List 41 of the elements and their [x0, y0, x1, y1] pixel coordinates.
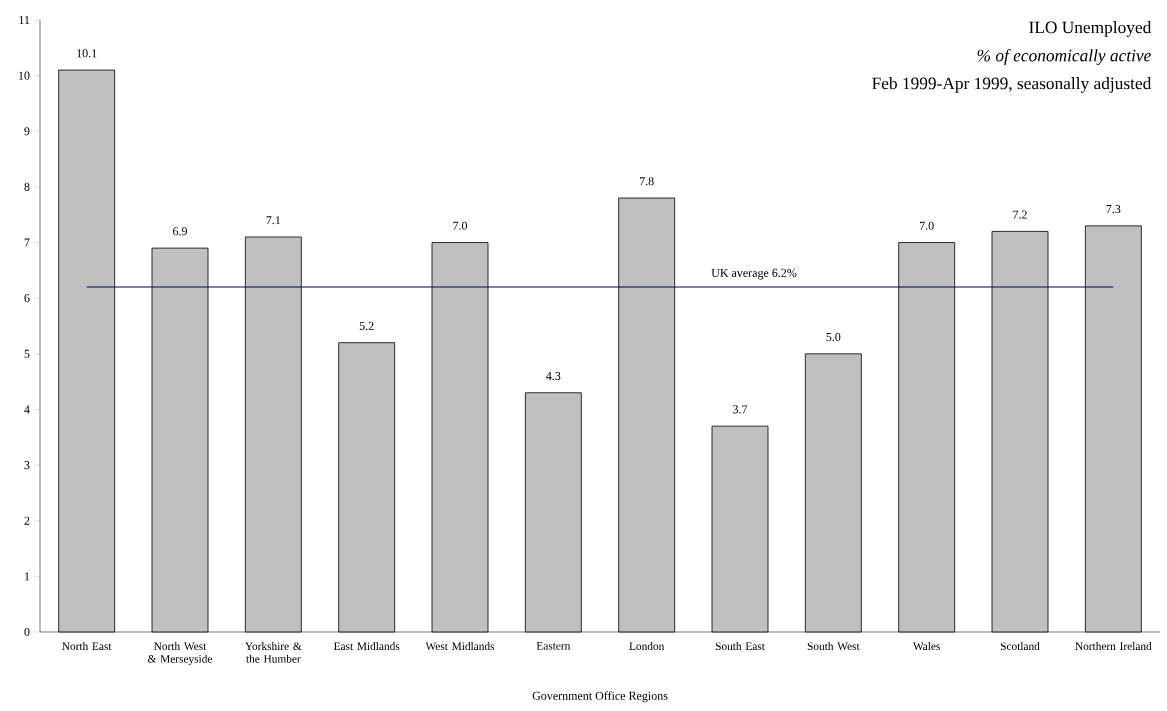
y-tick-label: 5 — [24, 349, 30, 358]
annotation: Feb 1999-Apr 1999, seasonally adjusted — [872, 77, 1152, 93]
y-tick-label: 0 — [24, 627, 30, 637]
data-label: 7.2 — [1013, 210, 1027, 219]
x-tick-label: Yorkshire & the Humber — [245, 642, 302, 663]
y-tick-label: 11 — [19, 16, 30, 24]
text: % of economically active — [977, 49, 1151, 65]
x-tick-label: London — [629, 642, 665, 651]
x-tick-label: West Midlands — [425, 642, 495, 651]
data-label: 5.2 — [359, 321, 374, 330]
data-label: 7.1 — [266, 216, 281, 225]
x-tick-label: Eastern — [536, 642, 571, 650]
x-tick-label: East Midlands — [333, 642, 400, 651]
data-label: 4.3 — [546, 371, 561, 381]
y-tick-label: 8 — [24, 182, 30, 191]
y-tick-label: 7 — [24, 238, 30, 247]
ref-line-label: UK average 6.2% — [711, 268, 797, 280]
data-label: 3.7 — [733, 405, 748, 414]
x-tick-label: Northern Ireland — [1075, 642, 1152, 651]
x-tick-label: South West — [807, 642, 860, 651]
y-tick-label: 2 — [24, 516, 30, 525]
x-tick-label: Scotland — [1000, 642, 1040, 651]
data-label: 5.0 — [826, 332, 841, 342]
chart-title: ILO Unemployed — [1029, 21, 1152, 37]
y-tick-label: 4 — [24, 405, 30, 414]
data-label: 6.9 — [173, 227, 187, 236]
x-tick-label: South East — [715, 642, 765, 651]
y-tick-label: 1 — [25, 572, 30, 581]
x-tick-label: Wales — [912, 642, 940, 651]
data-label: 7.0 — [453, 221, 468, 230]
data-label: 7.8 — [639, 177, 654, 186]
y-tick-label: 10 — [19, 71, 30, 80]
data-label: 7.3 — [1106, 205, 1121, 214]
x-tick-label: North West & Merseyside — [148, 642, 213, 666]
y-tick-label: 3 — [24, 461, 30, 470]
y-tick-label: 6 — [24, 294, 30, 303]
y-tick-label: 9 — [24, 127, 30, 136]
data-label: 7.0 — [919, 221, 934, 230]
x-tick-label: North East — [62, 642, 112, 651]
data-label: 10.1 — [77, 49, 97, 58]
x-axis-title: Government Office Regions — [532, 691, 668, 703]
